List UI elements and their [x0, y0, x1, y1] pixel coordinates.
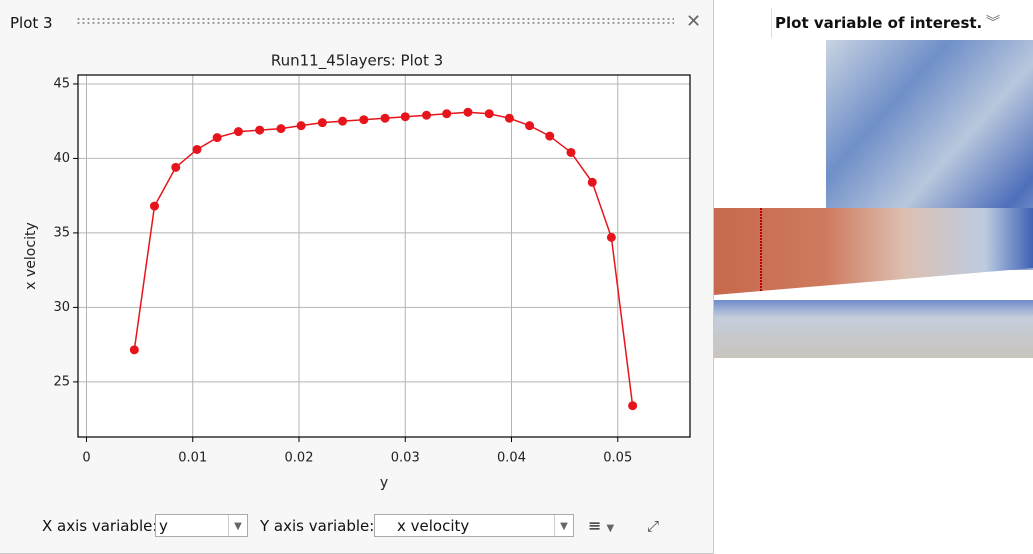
data-point	[422, 110, 431, 120]
x-axis-label: X axis variable:	[42, 517, 158, 535]
tooltip: Plot variable of interest. ︾	[771, 8, 1015, 38]
data-point	[484, 109, 494, 119]
plot-area	[78, 75, 690, 437]
data-point	[545, 131, 555, 141]
dropdown-arrow: ▼	[228, 515, 247, 536]
data-point	[255, 125, 265, 135]
y-axis-value: x velocity	[397, 517, 470, 535]
data-point	[212, 133, 222, 143]
plot-frame	[77, 74, 691, 438]
x-tick-label: 0	[82, 451, 90, 466]
maximize-button[interactable]: ⤢	[647, 517, 660, 535]
drag-handle[interactable]	[76, 17, 674, 25]
data-point	[400, 112, 410, 122]
y-axis-select[interactable]: x velocity ▼	[374, 514, 574, 537]
x-axis-select[interactable]: y ▼	[155, 514, 248, 537]
y-tick-label: 25	[53, 374, 70, 389]
y-tick-label: 40	[53, 151, 70, 166]
x-tick-label: 0.02	[285, 451, 314, 466]
data-point	[587, 177, 597, 187]
x-tick-label: 0.01	[178, 451, 207, 466]
y-tick-label: 35	[53, 225, 70, 240]
x-tick-label: 0.04	[497, 451, 526, 466]
data-point	[296, 121, 306, 131]
data-point	[338, 116, 348, 126]
y-tick-label: 45	[53, 76, 70, 91]
data-point	[359, 115, 369, 125]
domain-lower	[714, 300, 1033, 358]
plot-panel: Plot 3 ✕ Run11_45layers: Plot 3 y x velo…	[0, 0, 714, 554]
menu-button[interactable]: ≡ ▼	[588, 516, 615, 535]
y-tick-label: 30	[53, 300, 70, 315]
data-point	[150, 201, 159, 211]
data-point	[129, 345, 139, 355]
data-point	[233, 127, 243, 137]
data-point	[566, 147, 576, 157]
x-tick-label: 0.05	[603, 451, 632, 466]
chart: Run11_45layers: Plot 3 y x velocity 0 0.0…	[23, 52, 691, 491]
panel-title: Plot 3	[10, 14, 53, 32]
data-point	[380, 113, 390, 123]
y-axis-label: x velocity	[23, 222, 39, 289]
data-point	[276, 124, 286, 134]
tooltip-text: Plot variable of interest.	[775, 14, 983, 32]
dropdown-arrow: ▼	[554, 515, 573, 536]
data-point	[317, 118, 327, 128]
chevron-icon[interactable]: ︾	[986, 15, 1000, 31]
data-point	[171, 162, 181, 172]
close-button[interactable]: ✕	[686, 11, 702, 32]
x-tick-label: 0.03	[391, 451, 420, 466]
data-point	[463, 107, 473, 117]
domain-channel	[714, 208, 1033, 295]
x-axis-label: y	[380, 475, 388, 491]
data-point	[192, 144, 202, 154]
y-axis-label: Y axis variable:	[260, 517, 375, 535]
data-point	[606, 232, 616, 242]
data-point	[525, 121, 535, 131]
data-point	[442, 109, 452, 119]
x-axis-value: y	[159, 517, 168, 535]
chart-title: Run11_45layers: Plot 3	[271, 52, 443, 71]
data-point	[504, 113, 514, 123]
data-point	[628, 401, 638, 411]
